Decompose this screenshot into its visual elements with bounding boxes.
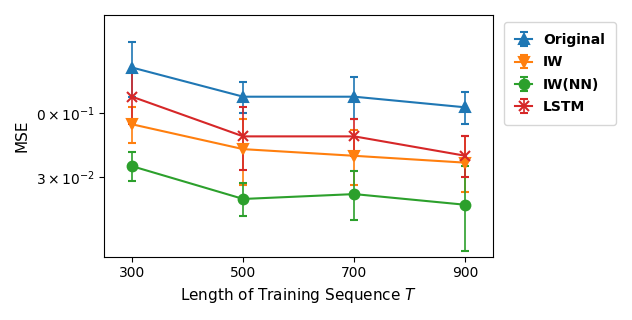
Y-axis label: MSE: MSE	[15, 120, 30, 152]
X-axis label: Length of Training Sequence $T$: Length of Training Sequence $T$	[180, 286, 417, 305]
Legend: Original, IW, IW(NN), LSTM: Original, IW, IW(NN), LSTM	[504, 22, 616, 125]
